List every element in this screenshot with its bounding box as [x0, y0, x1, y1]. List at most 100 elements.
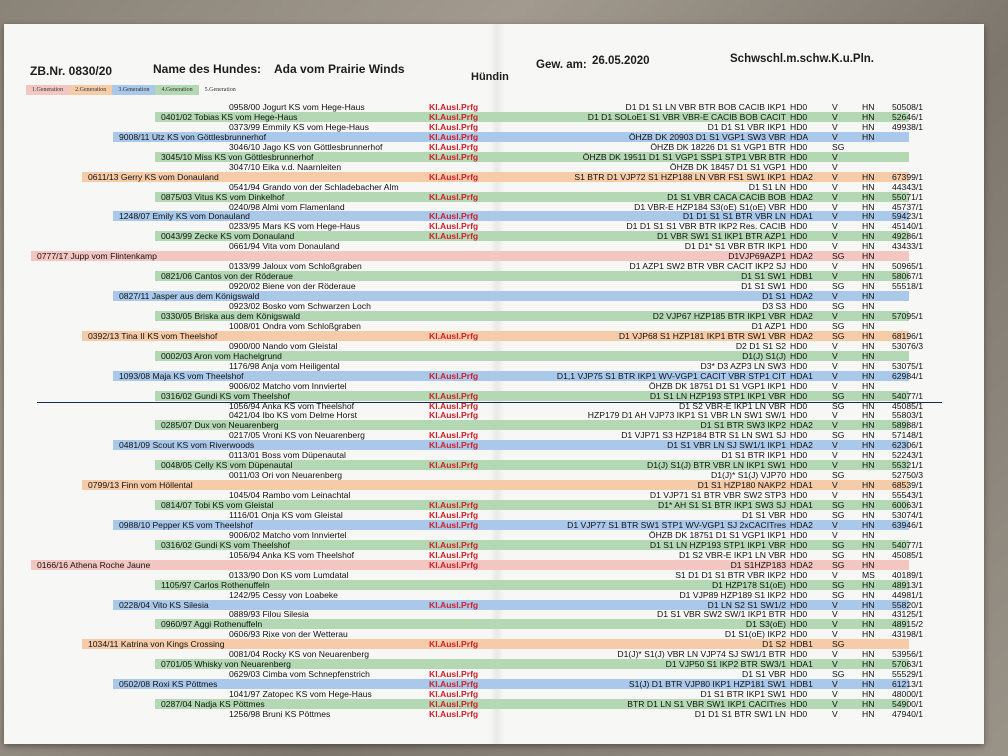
pedigree-row: 1045/04 Rambo vom Leinachtal D1 VJP71 S1 …: [4, 490, 984, 500]
generation-band: [155, 659, 909, 670]
registration-number: 55071/1: [892, 191, 924, 202]
form-value: V: [832, 360, 838, 371]
hn-value: HN: [862, 539, 875, 550]
hn-value: HN: [862, 699, 875, 709]
form-value: SG: [832, 579, 845, 590]
hn-value: HN: [862, 301, 875, 311]
dog-entry-name: 0228/04 Vito KS Silesia: [119, 599, 209, 610]
form-value: V: [832, 310, 838, 321]
pedigree-row: 1242/95 Cessy von Loabeke D1 VJP89 HZP189…: [4, 590, 984, 600]
titles: D1 S1 LN HZP193 STP1 IKP1 VBR: [649, 539, 786, 550]
titles: D1(J) S1(J) BTR VBR LN IKP1 SW1: [647, 460, 786, 471]
registration-number: 58988/1: [892, 420, 924, 431]
pedigree-row: 0920/02 Biene von der Röderaue D1 S1 SW1 H…: [4, 281, 984, 291]
kl-ausl-prfg-mark: Kl.Ausl.Prfg: [429, 599, 479, 610]
generation-band: [31, 251, 909, 262]
titles: D1 S2 VBR-E IKP1 LN VBR: [679, 549, 786, 560]
pedigree-row: 1176/98 Anja vom Heiligental D3* D3 AZP3 …: [4, 361, 984, 371]
hn-value: HN: [862, 410, 875, 421]
form-value: V: [832, 161, 838, 172]
form-value: V: [832, 599, 838, 610]
titles: D1 S1: [762, 291, 786, 302]
pedigree-row: 0217/05 Vroni KS von Neuarenberg Kl.Ausl.…: [4, 430, 984, 440]
pedigree-row: 0240/98 Almi vom Flamenland D1 VBR-E HZP1…: [4, 202, 984, 212]
pedigree-row: 0048/05 Celly KS vom Düpenautal Kl.Ausl.P…: [4, 460, 984, 471]
hd-result: HDA2: [790, 330, 813, 341]
registration-number: 55321/1: [892, 460, 924, 471]
hn-value: HN: [862, 261, 875, 272]
hd-result: HDA2: [790, 440, 813, 451]
registration-number: 59423/1: [892, 211, 924, 222]
hd-result: HD0: [790, 221, 808, 232]
titles: D1 D1* S1 VBR BTR IKP1: [684, 241, 786, 252]
registration-number: 43198/1: [892, 629, 924, 640]
hn-value: HN: [862, 111, 875, 122]
form-value: V: [832, 460, 838, 471]
registration-number: 44343/1: [892, 181, 924, 192]
kl-ausl-prfg-mark: Kl.Ausl.Prfg: [429, 500, 479, 510]
dog-entry-name: 0330/05 Briska aus dem Königswald: [161, 310, 301, 321]
form-value: SG: [832, 330, 845, 341]
registration-number: 57095/1: [892, 310, 924, 321]
generation-band: [155, 231, 909, 242]
hn-value: HN: [862, 211, 875, 222]
hn-value: HN: [862, 619, 875, 630]
dog-entry-name: 0133/99 Jaloux vom Schloßgraben: [229, 261, 362, 272]
dog-entry-name: 0960/97 Aggi Rothenuffeln: [161, 619, 263, 630]
pedigree-row: 0958/00 Jogurt KS vom Hege-Haus Kl.Ausl.P…: [4, 102, 984, 112]
hd-result: HDA1: [790, 500, 813, 510]
hd-result: HD0: [790, 320, 808, 331]
form-value: SG: [832, 669, 845, 680]
registration-number: 50965/1: [892, 261, 924, 272]
titles: ÖHZB DK 18751 D1 S1 VGP1 IKP1: [648, 380, 786, 391]
hd-result: HD0: [790, 430, 808, 441]
registration-number: 68196/1: [892, 330, 924, 341]
dog-entry-name: 0287/04 Nadja KS Pöttmes: [161, 699, 265, 709]
hd-result: HD0: [790, 599, 808, 610]
dog-entry-name: 9006/02 Matcho vom Innviertel: [229, 380, 347, 391]
form-value: V: [832, 659, 838, 670]
generation-band: [113, 679, 909, 690]
pedigree-row: 0821/06 Cantos von der Röderaue D1 S1 SW1…: [4, 271, 984, 282]
titles: D1 S1 VBR LN SJ SW1/1 IKP1: [667, 440, 786, 451]
hn-value: HN: [862, 131, 875, 142]
titles: D1 S3(oE): [745, 619, 786, 630]
form-value: V: [832, 708, 838, 719]
titles: D1 S1 VBR: [742, 509, 786, 520]
registration-number: 54077/1: [892, 539, 924, 550]
hn-value: HN: [862, 380, 875, 391]
hd-result: HDA1: [790, 659, 813, 670]
generation-band: [155, 350, 909, 361]
form-value: V: [832, 629, 838, 640]
titles: D3* D3 AZP3 LN SW3: [700, 360, 787, 371]
titles: D1(J) S1(J): [742, 350, 786, 361]
kl-ausl-prfg-mark: Kl.Ausl.Prfg: [429, 330, 479, 341]
registration-number: 61213/1: [892, 679, 924, 690]
dog-entry-name: 0217/05 Vroni KS von Neuarenberg: [229, 430, 365, 441]
titles: D1 AZP1 SW2 BTR VBR CACIT IKP2 SJ: [629, 261, 786, 272]
hn-value: HN: [862, 340, 875, 351]
titles: D1 D1 S1 S1 VBR BTR IKP2 Res. CACIB: [626, 221, 786, 232]
titles: ÖHZB DK 20903 D1 S1 VGP1 SW3 VBR: [628, 131, 786, 142]
dog-entry-name: 0011/03 Ori von Neuarenberg: [229, 470, 343, 481]
dog-entry-name: 1056/94 Anka KS vom Theelshof: [229, 549, 355, 560]
dog-entry-name: 0799/13 Finn vom Höllental: [88, 480, 193, 491]
kl-ausl-prfg-mark: Kl.Ausl.Prfg: [429, 639, 479, 650]
dog-entry-name: 0827/11 Jasper aus dem Königswald: [119, 291, 260, 302]
generation-band: [155, 500, 909, 510]
registration-number: 53076/3: [892, 340, 924, 351]
hd-result: HD0: [790, 539, 808, 550]
hn-value: HN: [862, 579, 875, 590]
form-value: V: [832, 171, 838, 182]
pedigree-row: 0900/00 Nando vom Gleistal D2 D1 S1 S2 HD0…: [4, 341, 984, 351]
hn-value: HN: [862, 450, 875, 461]
born-date: 26.05.2020: [592, 55, 650, 67]
hd-result: HD0: [790, 281, 808, 292]
dog-entry-name: 0233/95 Mars KS vom Hege-Haus: [229, 221, 360, 232]
dog-entry-name: 1093/08 Maja KS vom Theelshof: [119, 370, 244, 381]
titles: HZP179 D1 AH VJP73 IKP1 S1 VBR LN SW1 SW…: [587, 410, 786, 421]
pedigree-row: 0287/04 Nadja KS Pöttmes Kl.Ausl.Prfg BTR …: [4, 699, 984, 709]
pedigree-row: 0166/16 Athena Roche Jaune Kl.Ausl.Prfg D1…: [4, 559, 984, 570]
hd-result: HD0: [790, 619, 808, 630]
hn-value: HN: [862, 509, 875, 520]
